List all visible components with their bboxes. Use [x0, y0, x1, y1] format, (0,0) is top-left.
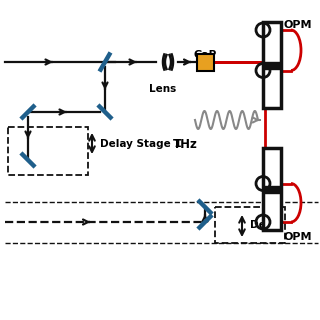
Bar — [263, 61, 281, 68]
Bar — [263, 22, 281, 108]
Bar — [196, 53, 213, 70]
Bar — [215, 207, 285, 243]
Text: OPM: OPM — [284, 232, 313, 242]
Bar — [8, 127, 88, 175]
Text: Delay Stage 1: Delay Stage 1 — [100, 139, 182, 149]
Text: THz: THz — [172, 138, 197, 151]
Bar — [263, 186, 281, 193]
Bar — [263, 148, 281, 230]
Text: Dela: Dela — [250, 220, 276, 230]
Text: OPM: OPM — [284, 20, 313, 30]
Text: Lens: Lens — [149, 84, 177, 94]
Text: GaP: GaP — [193, 51, 217, 60]
